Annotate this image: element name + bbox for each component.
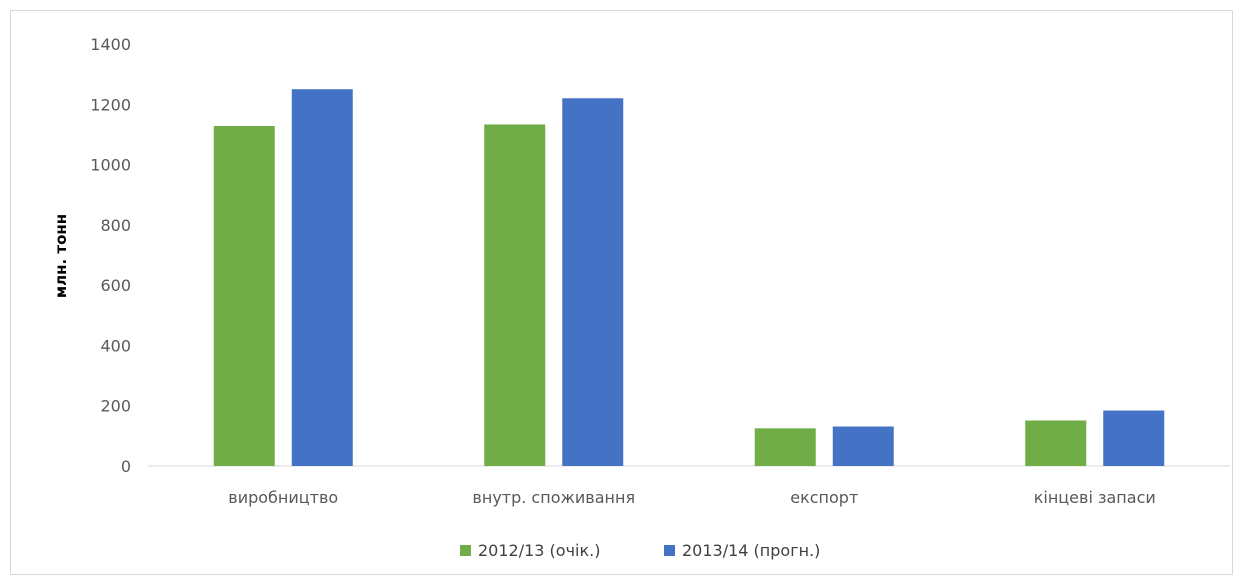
y-tick-label: 200 xyxy=(100,397,131,416)
bar xyxy=(562,98,624,466)
x-tick-label: кінцеві запаси xyxy=(1034,488,1156,507)
y-tick-label: 1000 xyxy=(90,156,131,175)
legend-swatch xyxy=(664,545,675,556)
x-tick-label: виробництво xyxy=(228,488,338,507)
legend-label: 2012/13 (очік.) xyxy=(478,541,600,560)
y-axis-ticks: 0 200 400 600 800 1000 1200 1400 xyxy=(90,35,131,476)
y-tick-label: 600 xyxy=(100,276,131,295)
y-tick-label: 0 xyxy=(121,457,131,476)
legend-label: 2013/14 (прогн.) xyxy=(682,541,820,560)
legend: 2012/13 (очік.) 2013/14 (прогн.) xyxy=(460,541,820,560)
bar xyxy=(832,426,894,466)
y-axis-label: млн. тонн xyxy=(52,214,70,298)
bar xyxy=(291,89,353,466)
y-tick-label: 400 xyxy=(100,336,131,355)
bar xyxy=(1025,420,1087,466)
bars xyxy=(213,89,1165,466)
bar xyxy=(484,124,546,466)
y-tick-label: 1200 xyxy=(90,95,131,114)
x-tick-label: експорт xyxy=(790,488,858,507)
bar xyxy=(754,428,816,466)
bar xyxy=(213,125,275,466)
y-tick-label: 800 xyxy=(100,216,131,235)
x-tick-label: внутр. споживання xyxy=(472,488,635,507)
bar xyxy=(1103,410,1165,466)
legend-swatch xyxy=(460,545,471,556)
y-tick-label: 1400 xyxy=(90,35,131,54)
x-axis-ticks: виробництво внутр. споживання експорт кінце… xyxy=(228,488,1155,507)
